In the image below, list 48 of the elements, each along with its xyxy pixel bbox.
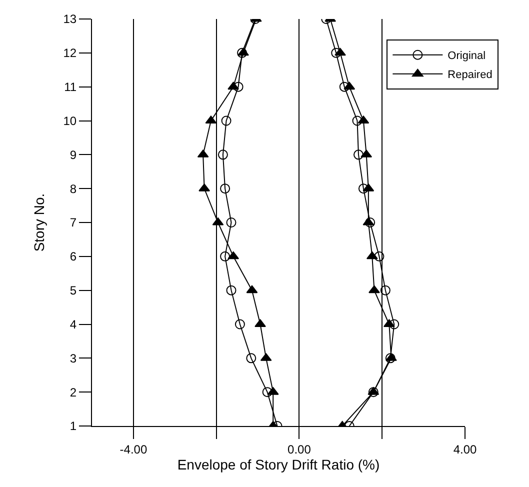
point bbox=[246, 353, 256, 364]
point bbox=[228, 251, 240, 260]
point bbox=[233, 82, 244, 92]
point bbox=[344, 82, 356, 90]
point bbox=[366, 251, 378, 260]
y-tick-label: 13 bbox=[63, 12, 77, 26]
point bbox=[358, 184, 368, 194]
y-tick-label: 12 bbox=[63, 46, 77, 60]
y-tick-label: 9 bbox=[70, 148, 77, 162]
y-tick-label: 11 bbox=[64, 80, 77, 94]
y-tick-label: 2 bbox=[70, 385, 77, 400]
x-axis-title: Envelope of Story Drift Ratio (%) bbox=[177, 456, 380, 473]
point bbox=[218, 150, 228, 160]
point bbox=[220, 251, 230, 262]
point bbox=[389, 319, 400, 330]
point bbox=[368, 387, 378, 398]
y-tick-label: 3 bbox=[70, 351, 77, 366]
point bbox=[226, 285, 236, 296]
point bbox=[334, 48, 346, 56]
point bbox=[339, 82, 350, 92]
legend-label: Original bbox=[448, 50, 486, 62]
point bbox=[352, 116, 362, 126]
y-tick-label: 1 bbox=[70, 419, 77, 434]
y-tick-label: 10 bbox=[63, 114, 77, 128]
x-tick-label: 4.00 bbox=[453, 442, 477, 456]
point bbox=[234, 319, 245, 330]
point bbox=[353, 150, 364, 160]
y-tick-label: 6 bbox=[70, 250, 77, 264]
point bbox=[368, 285, 380, 294]
point bbox=[385, 353, 396, 364]
y-tick-label: 7 bbox=[70, 216, 77, 230]
point bbox=[226, 218, 236, 228]
y-tick-label: 4 bbox=[70, 317, 77, 332]
point bbox=[221, 116, 232, 126]
point bbox=[228, 82, 240, 90]
point bbox=[331, 48, 342, 58]
y-tick-label: 8 bbox=[70, 182, 77, 196]
point bbox=[380, 285, 390, 296]
point bbox=[365, 218, 376, 228]
point bbox=[374, 251, 384, 262]
point bbox=[220, 184, 230, 194]
y-tick-label: 5 bbox=[70, 284, 77, 298]
point bbox=[262, 387, 272, 398]
x-tick-label: -4.00 bbox=[120, 442, 148, 456]
legend-label: Repaired bbox=[448, 69, 492, 82]
point bbox=[246, 285, 258, 294]
x-tick-label: 0.00 bbox=[288, 442, 312, 456]
y-axis-title: Story No. bbox=[30, 193, 47, 252]
